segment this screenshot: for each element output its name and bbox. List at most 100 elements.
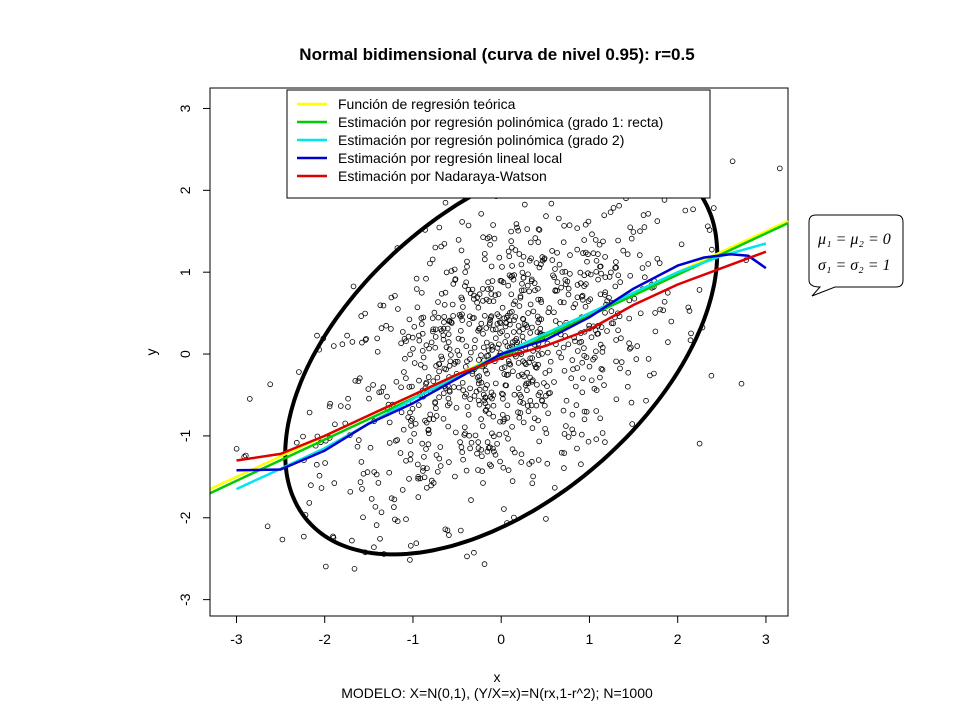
- data-point: [535, 285, 541, 292]
- data-point: [628, 235, 635, 242]
- data-point: [422, 417, 428, 424]
- data-point: [492, 335, 499, 342]
- data-point: [519, 269, 526, 276]
- data-point: [496, 254, 503, 261]
- data-point: [247, 396, 253, 402]
- data-point: [352, 377, 359, 384]
- data-point: [451, 384, 457, 390]
- data-point: [497, 320, 504, 326]
- data-point: [507, 361, 514, 368]
- data-point: [475, 304, 482, 311]
- data-point: [452, 429, 459, 436]
- data-point: [587, 296, 593, 303]
- data-point: [478, 416, 484, 422]
- data-point: [530, 308, 537, 315]
- data-point: [507, 310, 513, 316]
- data-point: [420, 464, 427, 471]
- data-point: [552, 288, 558, 294]
- data-point: [503, 320, 510, 326]
- data-point: [492, 326, 499, 333]
- data-point: [413, 540, 420, 546]
- data-point: [416, 337, 423, 344]
- data-point: [479, 286, 486, 292]
- data-point: [500, 279, 507, 286]
- data-point: [531, 415, 538, 422]
- data-point: [534, 329, 541, 336]
- data-point: [464, 263, 470, 270]
- data-point: [433, 452, 440, 458]
- data-point: [491, 448, 497, 455]
- data-point: [484, 382, 490, 388]
- data-point: [602, 289, 609, 296]
- data-point: [475, 439, 482, 445]
- data-point: [452, 473, 458, 480]
- data-point: [407, 557, 413, 563]
- data-point: [555, 215, 562, 222]
- data-point: [536, 227, 543, 233]
- data-point: [378, 388, 385, 395]
- data-point: [556, 349, 562, 356]
- data-point: [579, 296, 586, 303]
- data-point: [518, 459, 524, 466]
- mu-equation: μ₁ = μ₂ = 0: [817, 231, 891, 248]
- data-point: [448, 352, 454, 358]
- data-point: [363, 336, 369, 342]
- data-point: [582, 221, 589, 228]
- data-point: [463, 343, 470, 350]
- data-point: [618, 359, 625, 365]
- data-point: [490, 298, 497, 305]
- data-point: [538, 316, 545, 323]
- data-point: [564, 278, 571, 285]
- data-point: [378, 325, 385, 331]
- data-point: [608, 320, 615, 327]
- data-point: [512, 314, 519, 320]
- data-point: [446, 532, 452, 538]
- data-point: [358, 313, 365, 319]
- data-point: [537, 296, 544, 303]
- data-point: [599, 430, 606, 436]
- data-point: [485, 445, 492, 451]
- data-point: [474, 299, 480, 306]
- data-point: [593, 408, 599, 414]
- data-point: [481, 312, 488, 319]
- data-point: [520, 274, 527, 281]
- data-point: [593, 257, 600, 264]
- data-point: [450, 313, 456, 319]
- data-point: [535, 392, 542, 398]
- data-point: [478, 320, 485, 327]
- data-point: [599, 366, 606, 373]
- data-point: [602, 309, 608, 316]
- data-point: [602, 274, 609, 281]
- data-point: [438, 353, 445, 360]
- data-point: [501, 315, 508, 322]
- data-point: [345, 395, 351, 402]
- data-point: [300, 533, 307, 540]
- data-point: [405, 333, 412, 340]
- data-point: [529, 324, 535, 331]
- data-point: [421, 454, 427, 460]
- data-point: [413, 286, 420, 292]
- data-point: [484, 448, 491, 455]
- data-point: [561, 223, 567, 229]
- data-point: [480, 344, 487, 351]
- data-point: [458, 294, 465, 301]
- data-point: [516, 414, 523, 421]
- data-point: [547, 358, 554, 365]
- data-point: [574, 348, 581, 354]
- data-point: [562, 268, 568, 275]
- data-point: [481, 256, 488, 263]
- data-point: [409, 405, 416, 412]
- data-point: [471, 315, 477, 321]
- data-point: [597, 263, 604, 270]
- data-point: [410, 345, 416, 352]
- data-point: [380, 384, 387, 391]
- data-point: [322, 563, 329, 570]
- regression-lines: [209, 219, 789, 495]
- data-point: [515, 409, 521, 416]
- data-point: [510, 301, 517, 308]
- data-point: [584, 258, 590, 265]
- data-point: [393, 378, 400, 385]
- data-point: [647, 372, 653, 379]
- data-point: [593, 436, 600, 443]
- series-line-4: [236, 252, 767, 472]
